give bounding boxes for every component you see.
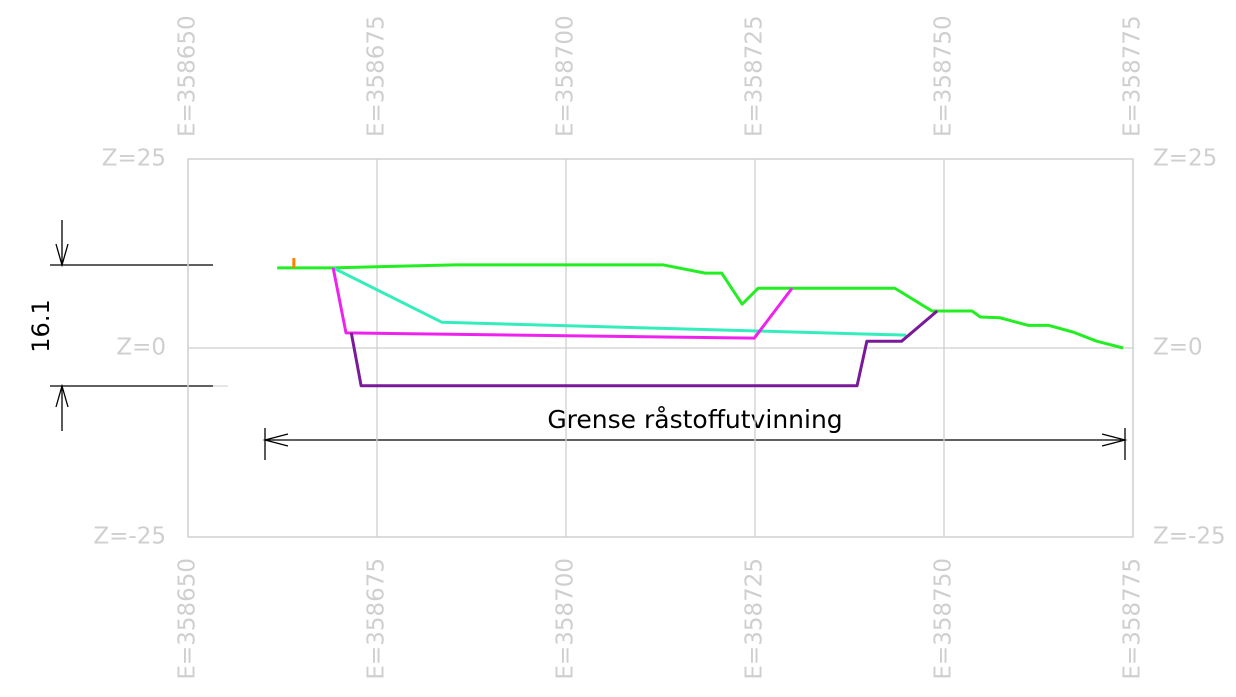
x-tick-label: E=358725 — [742, 15, 768, 137]
profile-line — [277, 263, 1124, 350]
x-tick-label: E=358650 — [175, 15, 201, 137]
dimension — [50, 220, 1128, 460]
x-tick-label: E=358750 — [931, 15, 957, 137]
profile-line — [349, 309, 939, 388]
y-tick-label: Z=25 — [1153, 146, 1217, 172]
x-tick-label: E=358775 — [1120, 558, 1146, 680]
x-tick-label: E=358700 — [553, 15, 579, 137]
x-tick-label: E=358725 — [742, 558, 768, 680]
dimension-label: 16.1 — [27, 299, 55, 352]
x-tick-label: E=358700 — [553, 558, 579, 680]
y-tick-label: Z=-25 — [1153, 524, 1226, 550]
y-tick-label: Z=-25 — [93, 524, 166, 550]
y-tick-label: Z=0 — [1153, 335, 1203, 361]
x-tick-label: E=358675 — [364, 15, 390, 137]
arrow — [262, 433, 289, 447]
x-tick-label: E=358775 — [1120, 15, 1146, 137]
boundary-label: Grense råstoffutvinning — [547, 405, 842, 434]
profile-line — [331, 267, 794, 340]
y-tick-label: Z=25 — [102, 146, 166, 172]
x-tick-label: E=358750 — [931, 558, 957, 680]
arrow — [55, 243, 69, 268]
x-tick-label: E=358675 — [364, 558, 390, 680]
arrow — [1101, 433, 1128, 447]
arrow — [55, 383, 69, 408]
x-tick-label: E=358650 — [175, 558, 201, 680]
profile-line — [332, 266, 907, 337]
y-tick-label: Z=0 — [116, 335, 166, 361]
